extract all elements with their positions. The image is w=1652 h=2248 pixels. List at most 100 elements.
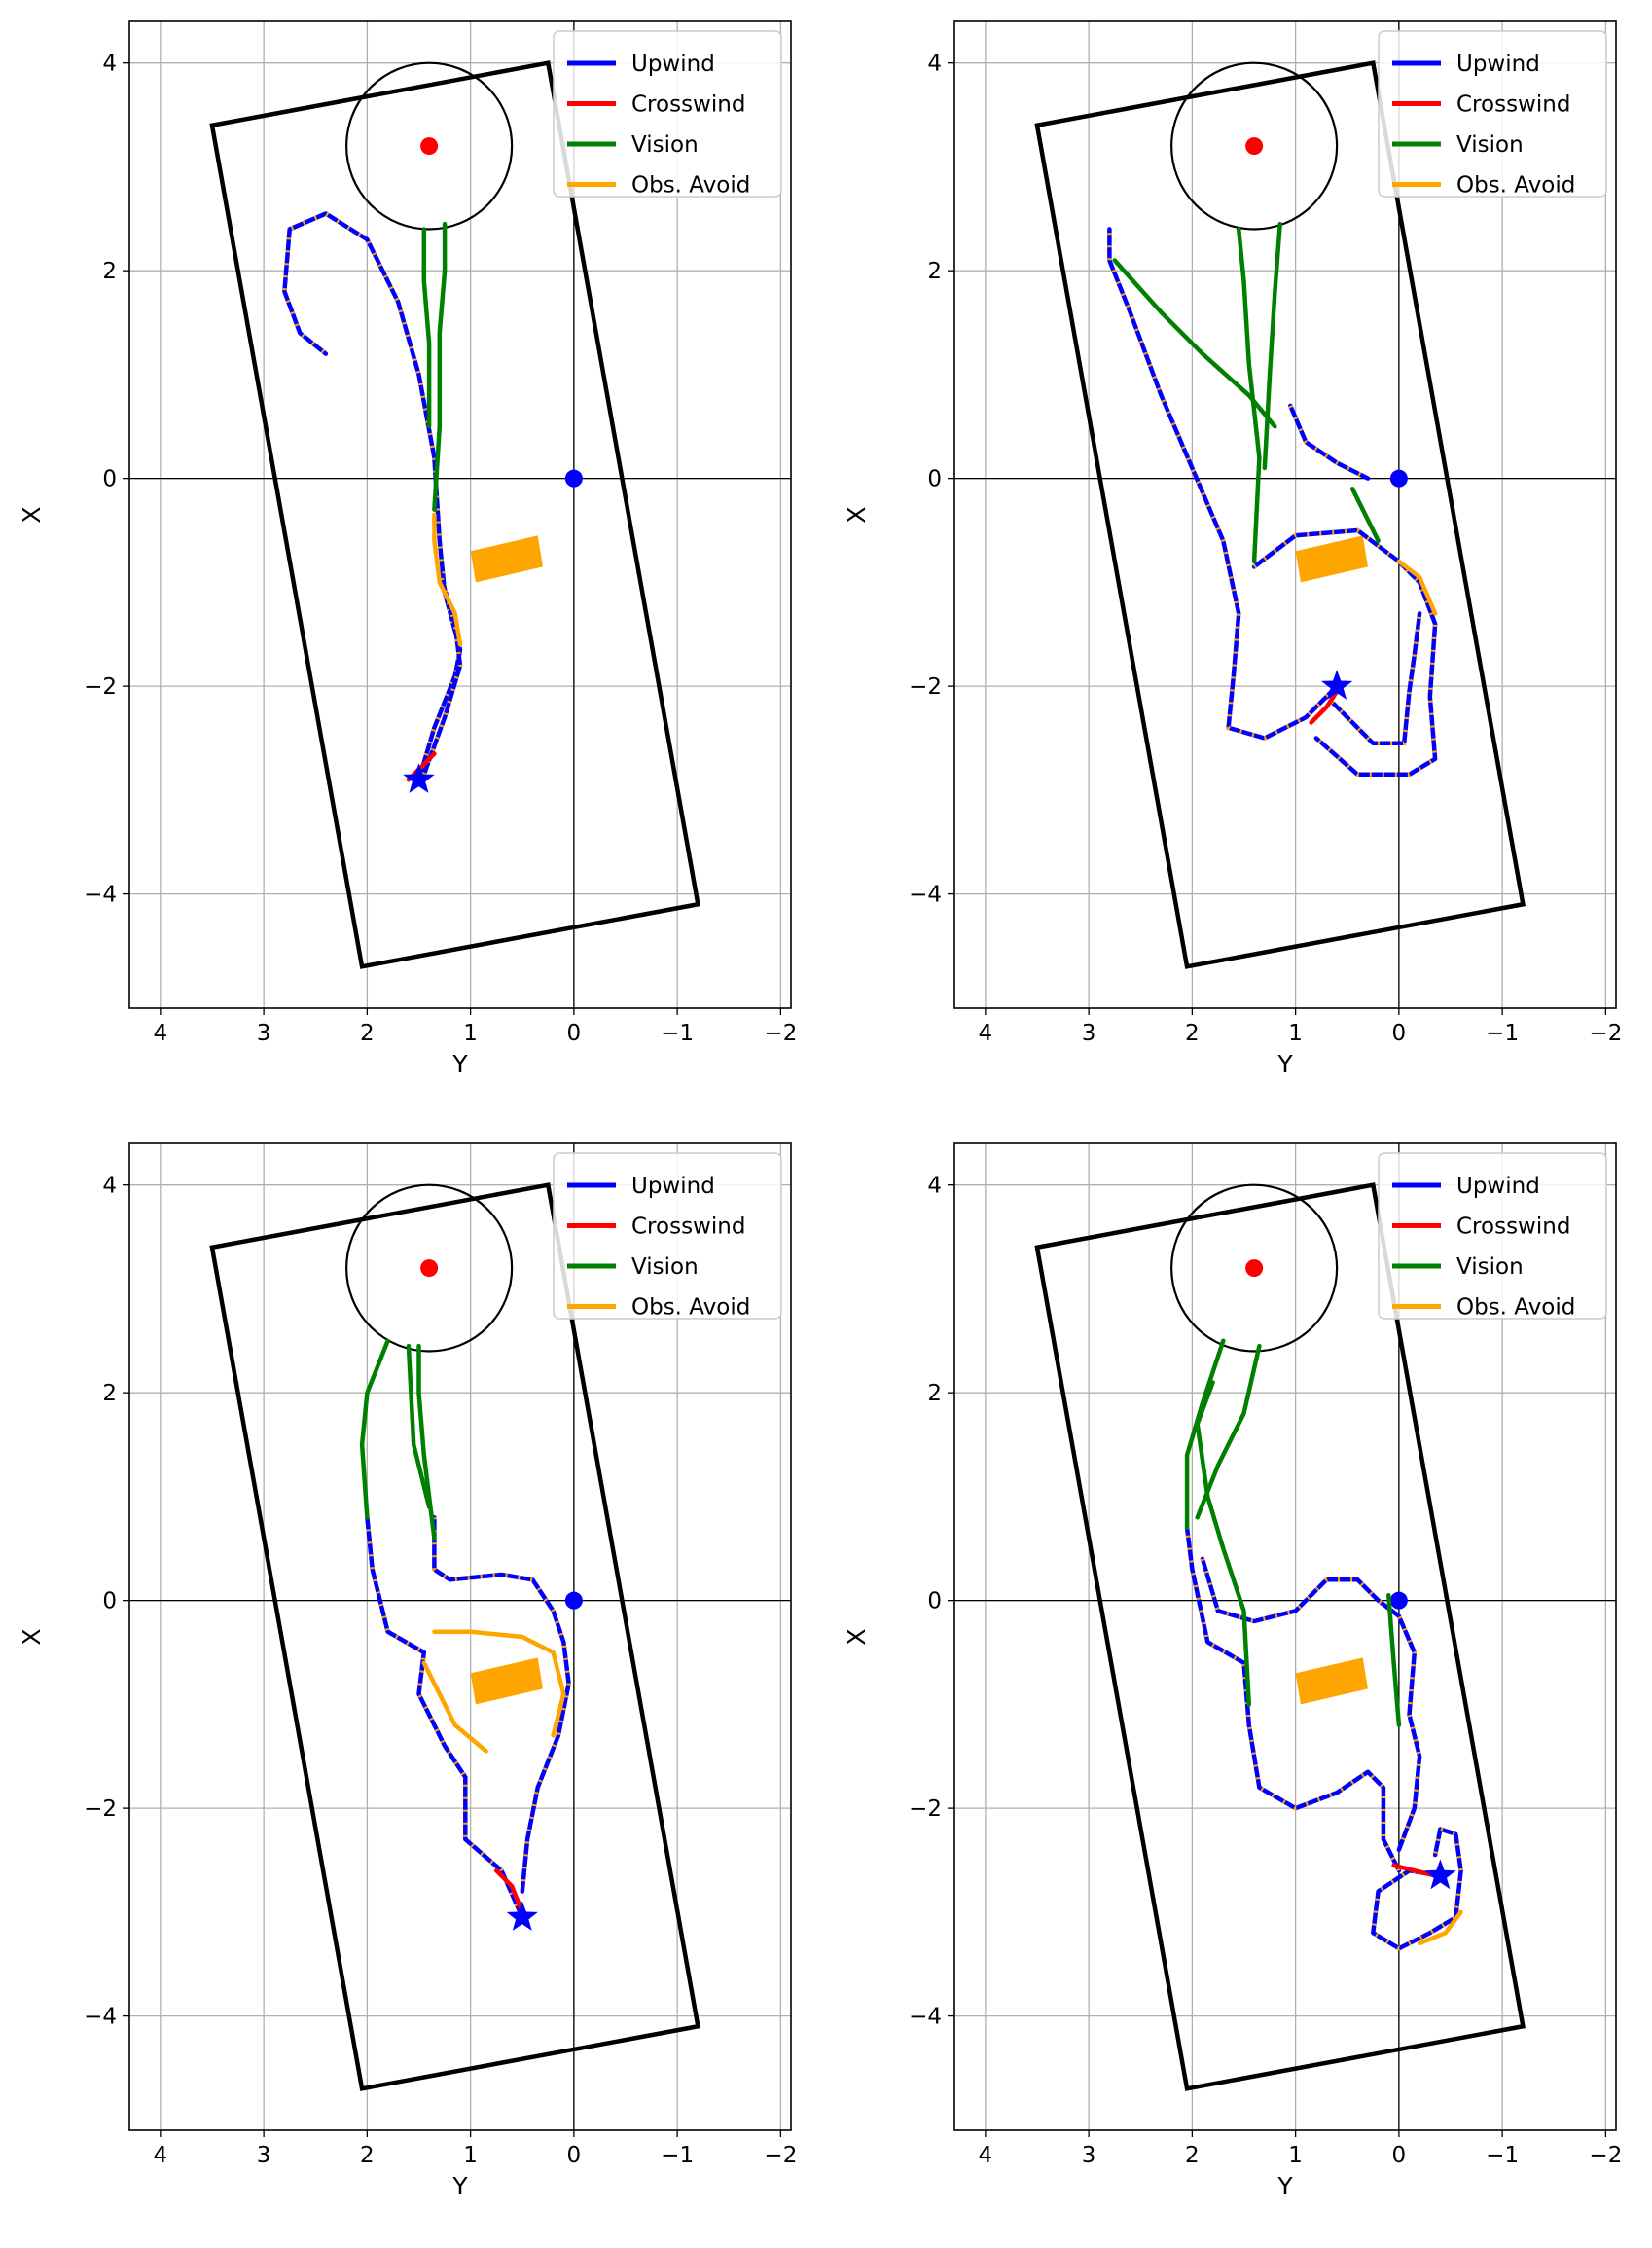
goal-marker xyxy=(1245,137,1264,156)
y-tick-label: 0 xyxy=(927,467,942,492)
arena-boundary xyxy=(209,1182,700,2091)
obstacle-box xyxy=(470,1657,543,1705)
trajectory-speckle xyxy=(1107,229,1339,741)
x-tick-label: 4 xyxy=(154,1021,168,1046)
trajectory-speckle xyxy=(1330,613,1422,746)
trajectory-crosswind xyxy=(1391,1863,1438,1878)
axes-frame xyxy=(953,1142,1617,2131)
origin-marker xyxy=(564,469,583,488)
obstacle-box xyxy=(1295,535,1368,583)
goal-marker xyxy=(420,1259,439,1278)
legend-label: Vision xyxy=(631,132,699,158)
legend-label: Crosswind xyxy=(1456,1215,1570,1240)
x-tick-label: 1 xyxy=(1288,1021,1303,1046)
x-axis-label: Y xyxy=(1276,1050,1293,1078)
y-tick-label: 4 xyxy=(927,1174,942,1199)
x-tick-label: 3 xyxy=(1082,2143,1096,2168)
legend-box xyxy=(1378,1152,1607,1320)
legend-label: Upwind xyxy=(1456,1174,1540,1199)
y-tick-label: −4 xyxy=(84,883,117,908)
trajectory-obs-avoid xyxy=(1396,559,1438,616)
x-tick-label: 2 xyxy=(1185,1021,1200,1046)
x-tick-label: −1 xyxy=(661,2143,694,2168)
x-tick-label: −2 xyxy=(764,2143,797,2168)
x-tick-label: 3 xyxy=(257,2143,271,2168)
y-axis-label: X xyxy=(18,1628,46,1645)
x-tick-label: 2 xyxy=(360,1021,375,1046)
x-tick-label: −1 xyxy=(1486,2143,1519,2168)
arena-boundary xyxy=(209,60,700,969)
x-tick-label: 0 xyxy=(1392,1021,1407,1046)
subplot-4: 4 3 2 1 0 −1 −2 4 2 0 −2 −4 Y X Upwind Crosswind Vision O… xyxy=(843,1142,1622,2200)
legend-label: Vision xyxy=(631,1254,699,1280)
y-tick-label: 4 xyxy=(102,1174,117,1199)
legend-box xyxy=(553,1152,782,1320)
end-star-marker xyxy=(506,1901,538,1931)
trajectory-vision xyxy=(1262,221,1282,471)
trajectory-vision xyxy=(1112,258,1277,429)
trajectory-obs-avoid xyxy=(432,512,463,647)
x-axis-label: Y xyxy=(451,1050,468,1078)
trajectory-vision xyxy=(1236,227,1262,564)
legend-box xyxy=(553,30,782,198)
trajectory-upwind xyxy=(282,211,463,782)
legend-label: Upwind xyxy=(631,1174,715,1199)
trajectory-upwind xyxy=(1184,1525,1402,1873)
x-tick-label: 0 xyxy=(1392,2143,1407,2168)
legend-label: Obs. Avoid xyxy=(631,173,750,199)
x-tick-label: 0 xyxy=(567,1021,582,1046)
legend-label: Obs. Avoid xyxy=(631,1295,750,1321)
trajectory-upwind xyxy=(1371,1867,1463,1951)
x-tick-label: 3 xyxy=(257,1021,271,1046)
x-tick-label: 4 xyxy=(154,2143,168,2168)
plot-area xyxy=(209,1182,700,2091)
trajectory-upwind xyxy=(365,1515,525,1920)
subplot-panels: 4 3 2 1 0 −1 −2 4 2 0 −2 −4 Y X Upwind Crosswind Vision O… xyxy=(18,20,1622,2200)
legend-label: Vision xyxy=(1456,132,1524,158)
goal-marker xyxy=(420,137,439,156)
goal-marker xyxy=(1245,1259,1264,1278)
x-tick-label: 3 xyxy=(1082,1021,1096,1046)
origin-marker xyxy=(1389,469,1408,488)
y-tick-label: −2 xyxy=(909,1796,942,1822)
x-tick-label: 2 xyxy=(360,2143,375,2168)
trajectory-vision xyxy=(1349,487,1381,543)
y-axis-label: X xyxy=(843,506,871,523)
obstacle-box xyxy=(470,535,543,583)
plot-area xyxy=(1034,1182,1526,2091)
x-tick-label: 1 xyxy=(463,1021,478,1046)
subplot-1: 4 3 2 1 0 −1 −2 4 2 0 −2 −4 Y X Upwind Crosswind Vision O… xyxy=(18,20,797,1078)
y-tick-label: −2 xyxy=(84,674,117,700)
trajectory-upwind xyxy=(1251,527,1438,778)
y-tick-label: 4 xyxy=(102,52,117,77)
legend: Upwind Crosswind Vision Obs. Avoid xyxy=(553,1152,782,1321)
legend-label: Upwind xyxy=(1456,52,1540,77)
end-star-marker xyxy=(1424,1859,1456,1890)
trajectory-speckle xyxy=(421,571,463,776)
axes-frame xyxy=(953,20,1617,1009)
y-tick-label: −4 xyxy=(84,2005,117,2030)
trajectory-vision xyxy=(432,221,448,512)
trajectory-obs-avoid xyxy=(432,1629,566,1738)
y-tick-label: −4 xyxy=(909,883,942,908)
origin-marker xyxy=(564,1591,583,1610)
y-tick-label: 0 xyxy=(927,1589,942,1614)
y-tick-label: 2 xyxy=(927,259,942,284)
x-tick-label: 1 xyxy=(1288,2143,1303,2168)
legend-label: Obs. Avoid xyxy=(1456,173,1575,199)
origin-marker xyxy=(1389,1591,1408,1610)
y-axis-label: X xyxy=(843,1628,871,1645)
legend-label: Crosswind xyxy=(1456,92,1570,118)
goal-circle xyxy=(345,61,514,231)
trajectory-upwind xyxy=(1200,1556,1422,1853)
x-tick-label: −1 xyxy=(661,1021,694,1046)
plot-area xyxy=(209,60,700,969)
legend-label: Obs. Avoid xyxy=(1456,1295,1575,1321)
subplot-2: 4 3 2 1 0 −1 −2 4 2 0 −2 −4 Y X Upwind Crosswind Vision O… xyxy=(843,20,1622,1078)
axes-frame xyxy=(128,1142,792,2131)
y-tick-label: −2 xyxy=(84,1796,117,1822)
trajectory-upwind xyxy=(1432,1827,1463,1873)
legend-box xyxy=(1378,30,1607,198)
trajectory-obs-avoid xyxy=(421,1660,488,1754)
